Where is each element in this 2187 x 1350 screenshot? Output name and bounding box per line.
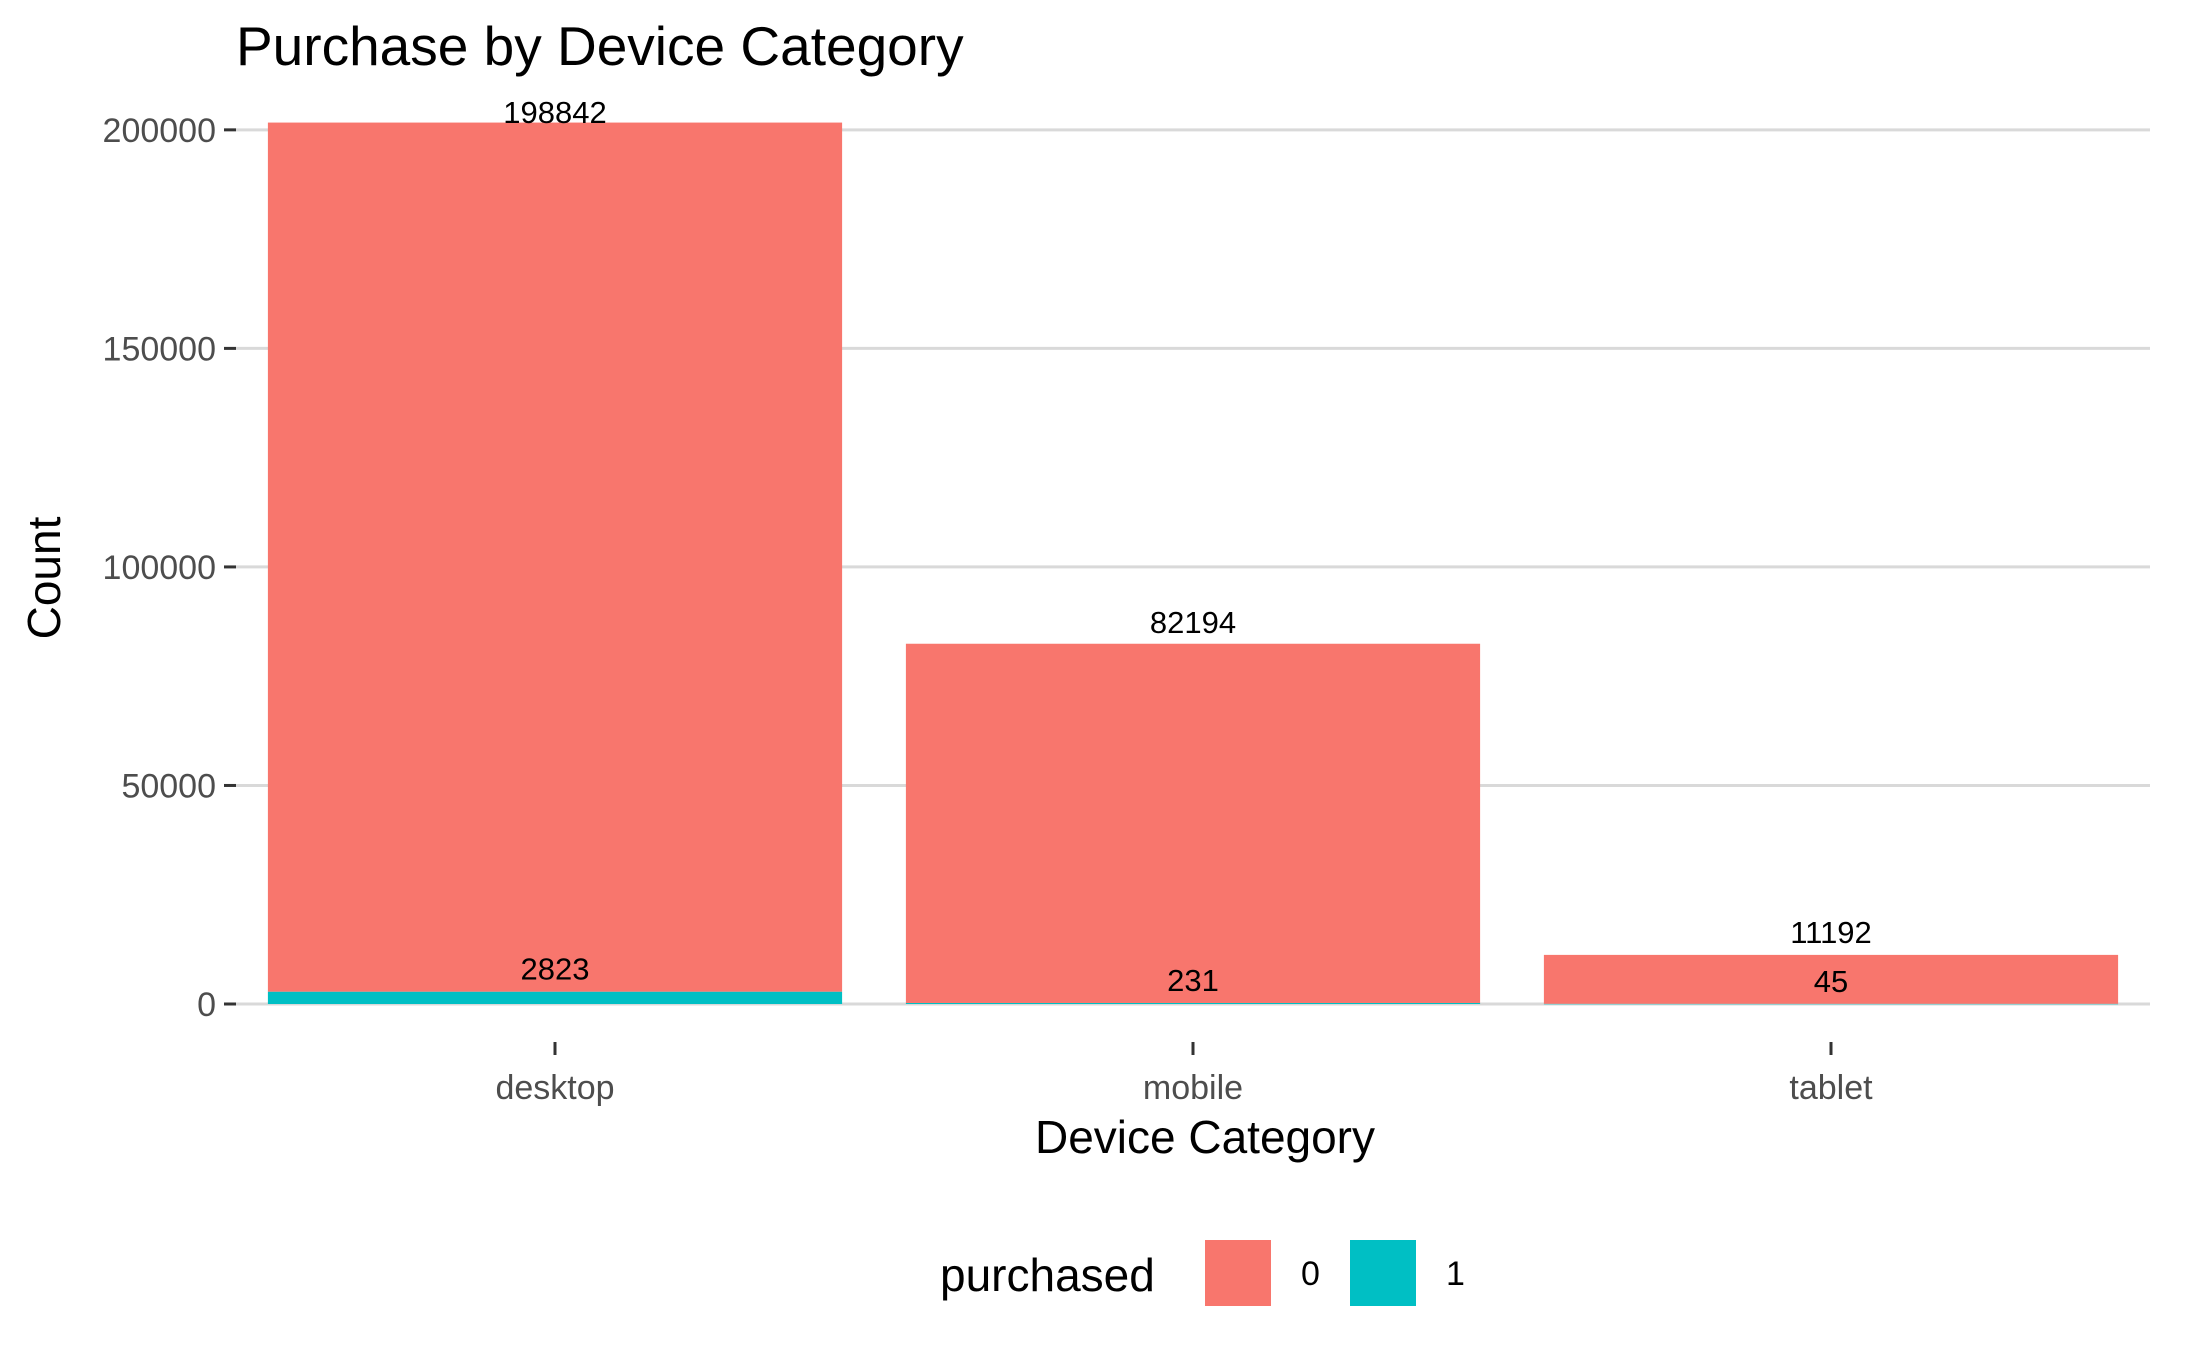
legend-swatch-1	[1350, 1240, 1416, 1306]
y-axis: 0 50000 100000 150000 200000	[103, 112, 236, 1024]
y-tick-label: 50000	[121, 767, 216, 805]
y-tick-label: 0	[197, 986, 216, 1024]
x-tick-label-mobile: mobile	[1143, 1069, 1243, 1107]
bar-tablet-series-0	[1543, 954, 2119, 1004]
bar-mobile-series-0	[905, 643, 1481, 1003]
chart-title: Purchase by Device Category	[236, 15, 964, 77]
data-labels: 198842 2823 82194 231 11192 45	[503, 95, 1872, 999]
legend-label-1: 1	[1446, 1255, 1465, 1293]
x-axis: desktop mobile tablet	[495, 1042, 1873, 1107]
legend-label-0: 0	[1301, 1255, 1320, 1293]
x-axis-title: Device Category	[1035, 1111, 1375, 1163]
bar-tablet-series-1	[1543, 1003, 2119, 1005]
legend-swatch-0	[1205, 1240, 1271, 1306]
y-tick-label: 200000	[103, 112, 216, 150]
legend-title: purchased	[940, 1249, 1155, 1301]
data-label-mobile-series-1: 231	[1167, 963, 1219, 998]
bars	[267, 122, 2119, 1005]
data-label-tablet-series-0: 11192	[1790, 915, 1872, 950]
bar-mobile-series-1	[905, 1002, 1481, 1004]
data-label-desktop-series-0: 198842	[503, 95, 606, 130]
data-label-mobile-series-0: 82194	[1150, 605, 1236, 640]
y-tick-label: 150000	[103, 330, 216, 368]
data-label-tablet-series-1: 45	[1814, 964, 1848, 999]
bar-desktop-series-0	[267, 122, 843, 992]
bar-desktop-series-1	[267, 991, 843, 1004]
x-tick-label-tablet: tablet	[1789, 1069, 1873, 1107]
y-axis-title: Count	[18, 516, 70, 639]
x-tick-label-desktop: desktop	[495, 1069, 614, 1107]
data-label-desktop-series-1: 2823	[521, 952, 590, 987]
y-tick-label: 100000	[103, 549, 216, 587]
